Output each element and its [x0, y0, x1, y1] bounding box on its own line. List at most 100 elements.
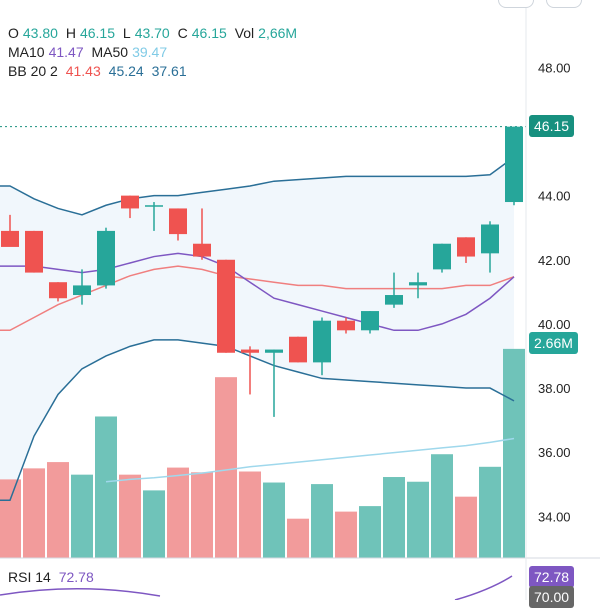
rsi-line [0, 575, 513, 600]
volume-bar [95, 416, 117, 558]
y-tick-label: 48.00 [538, 60, 571, 75]
bb-legend: BB 20 2 41.43 45.24 37.61 [8, 62, 191, 80]
volume-badge: 2.66M [529, 332, 578, 354]
volume-bar [263, 482, 285, 558]
volume-bar [479, 466, 501, 558]
high-label: H [65, 25, 76, 41]
volume-bar [311, 484, 333, 558]
rsi-label: RSI 14 [8, 569, 51, 585]
candle-body [145, 205, 163, 207]
candle-down [289, 336, 307, 363]
top-control-2[interactable] [546, 0, 582, 8]
candle-up [433, 243, 451, 273]
candle-body [433, 243, 451, 270]
bb-middle-value: 45.24 [108, 63, 144, 79]
bollinger-upper-line [0, 156, 515, 216]
bollinger-band-fill [0, 157, 514, 501]
ma10-value: 41.47 [48, 44, 84, 60]
candle-body [73, 285, 91, 296]
volume-bar [167, 467, 189, 558]
volume-bar [431, 454, 453, 558]
candle-up [385, 272, 403, 308]
candle-body [1, 230, 19, 247]
volume-label: Vol [234, 25, 255, 41]
volume-bar [383, 477, 405, 558]
y-tick-label: 42.00 [538, 253, 571, 268]
close-value: 46.15 [191, 25, 227, 41]
y-tick-label: 36.00 [538, 445, 571, 460]
volume-bar [503, 348, 525, 558]
candlesticks [1, 126, 523, 417]
ohlc-legend: O 43.80 H 46.15 L 43.70 C 46.15 Vol 2,66M [8, 24, 301, 42]
rsi-badge: 72.78 [529, 566, 575, 588]
y-tick-label: 44.00 [538, 189, 571, 204]
y-tick-label: 40.00 [538, 317, 571, 332]
candle-down [193, 208, 211, 260]
candle-body [289, 336, 307, 363]
volume-bar [335, 511, 357, 558]
ma50-value: 39.47 [132, 44, 168, 60]
candle-body [409, 282, 427, 286]
candle-up [73, 269, 91, 305]
last-price-badge: 46.15 [529, 115, 575, 137]
close-label: C [177, 25, 188, 41]
bb-lower-value: 37.61 [151, 63, 187, 79]
volume-ma-line [105, 437, 515, 483]
candle-up [505, 126, 523, 206]
candle-body [313, 320, 331, 363]
candle-up [265, 349, 283, 417]
candle-down [457, 237, 475, 263]
volume-value: 2,66M [258, 25, 298, 41]
open-value: 43.80 [22, 25, 58, 41]
candle-body [481, 224, 499, 254]
candle-down [121, 195, 139, 219]
candle-body [265, 349, 283, 353]
volume-bar [71, 474, 93, 558]
candle-body [337, 320, 355, 331]
candle-down [25, 230, 43, 273]
candle-up [97, 227, 115, 289]
rsi-level-badge: 70.00 [529, 586, 575, 608]
candle-body [505, 126, 523, 203]
volume-bar [359, 506, 381, 558]
candle-up [361, 311, 379, 334]
candle-down [49, 282, 67, 302]
bb-upper-value: 41.43 [65, 63, 101, 79]
ma10-label: MA10 [8, 44, 45, 60]
candle-body [241, 349, 259, 353]
y-tick-label: 34.00 [538, 509, 571, 524]
rsi-legend: RSI 14 72.78 [8, 568, 98, 586]
candle-up [313, 317, 331, 376]
candle-body [193, 243, 211, 257]
candle-body [169, 208, 187, 235]
candle-down [337, 317, 355, 334]
candle-body [121, 195, 139, 209]
candle-body [457, 237, 475, 257]
candle-up [481, 221, 499, 273]
candle-down [241, 346, 259, 395]
y-tick-label: 38.00 [538, 381, 571, 396]
candle-body [49, 282, 67, 299]
volume-bar [455, 496, 477, 558]
volume-bar [287, 518, 309, 558]
volume-bar [119, 474, 141, 558]
candle-down [1, 214, 19, 247]
ma-legend: MA10 41.47 MA50 39.47 [8, 43, 171, 61]
candle-body [97, 230, 115, 286]
top-control-1[interactable] [498, 0, 534, 8]
volume-bar [23, 468, 45, 558]
candle-down [169, 208, 187, 241]
ma50-label: MA50 [91, 44, 129, 60]
volume-bar [143, 490, 165, 558]
volume-bars [0, 348, 525, 558]
bb-label: BB 20 2 [8, 63, 58, 79]
volume-bar [47, 462, 69, 558]
open-label: O [8, 25, 19, 41]
candle-body [361, 311, 379, 331]
candle-body [385, 295, 403, 305]
candle-down [217, 259, 235, 353]
low-label: L [122, 25, 131, 41]
ma10-line [0, 252, 515, 332]
high-value: 46.15 [79, 25, 115, 41]
